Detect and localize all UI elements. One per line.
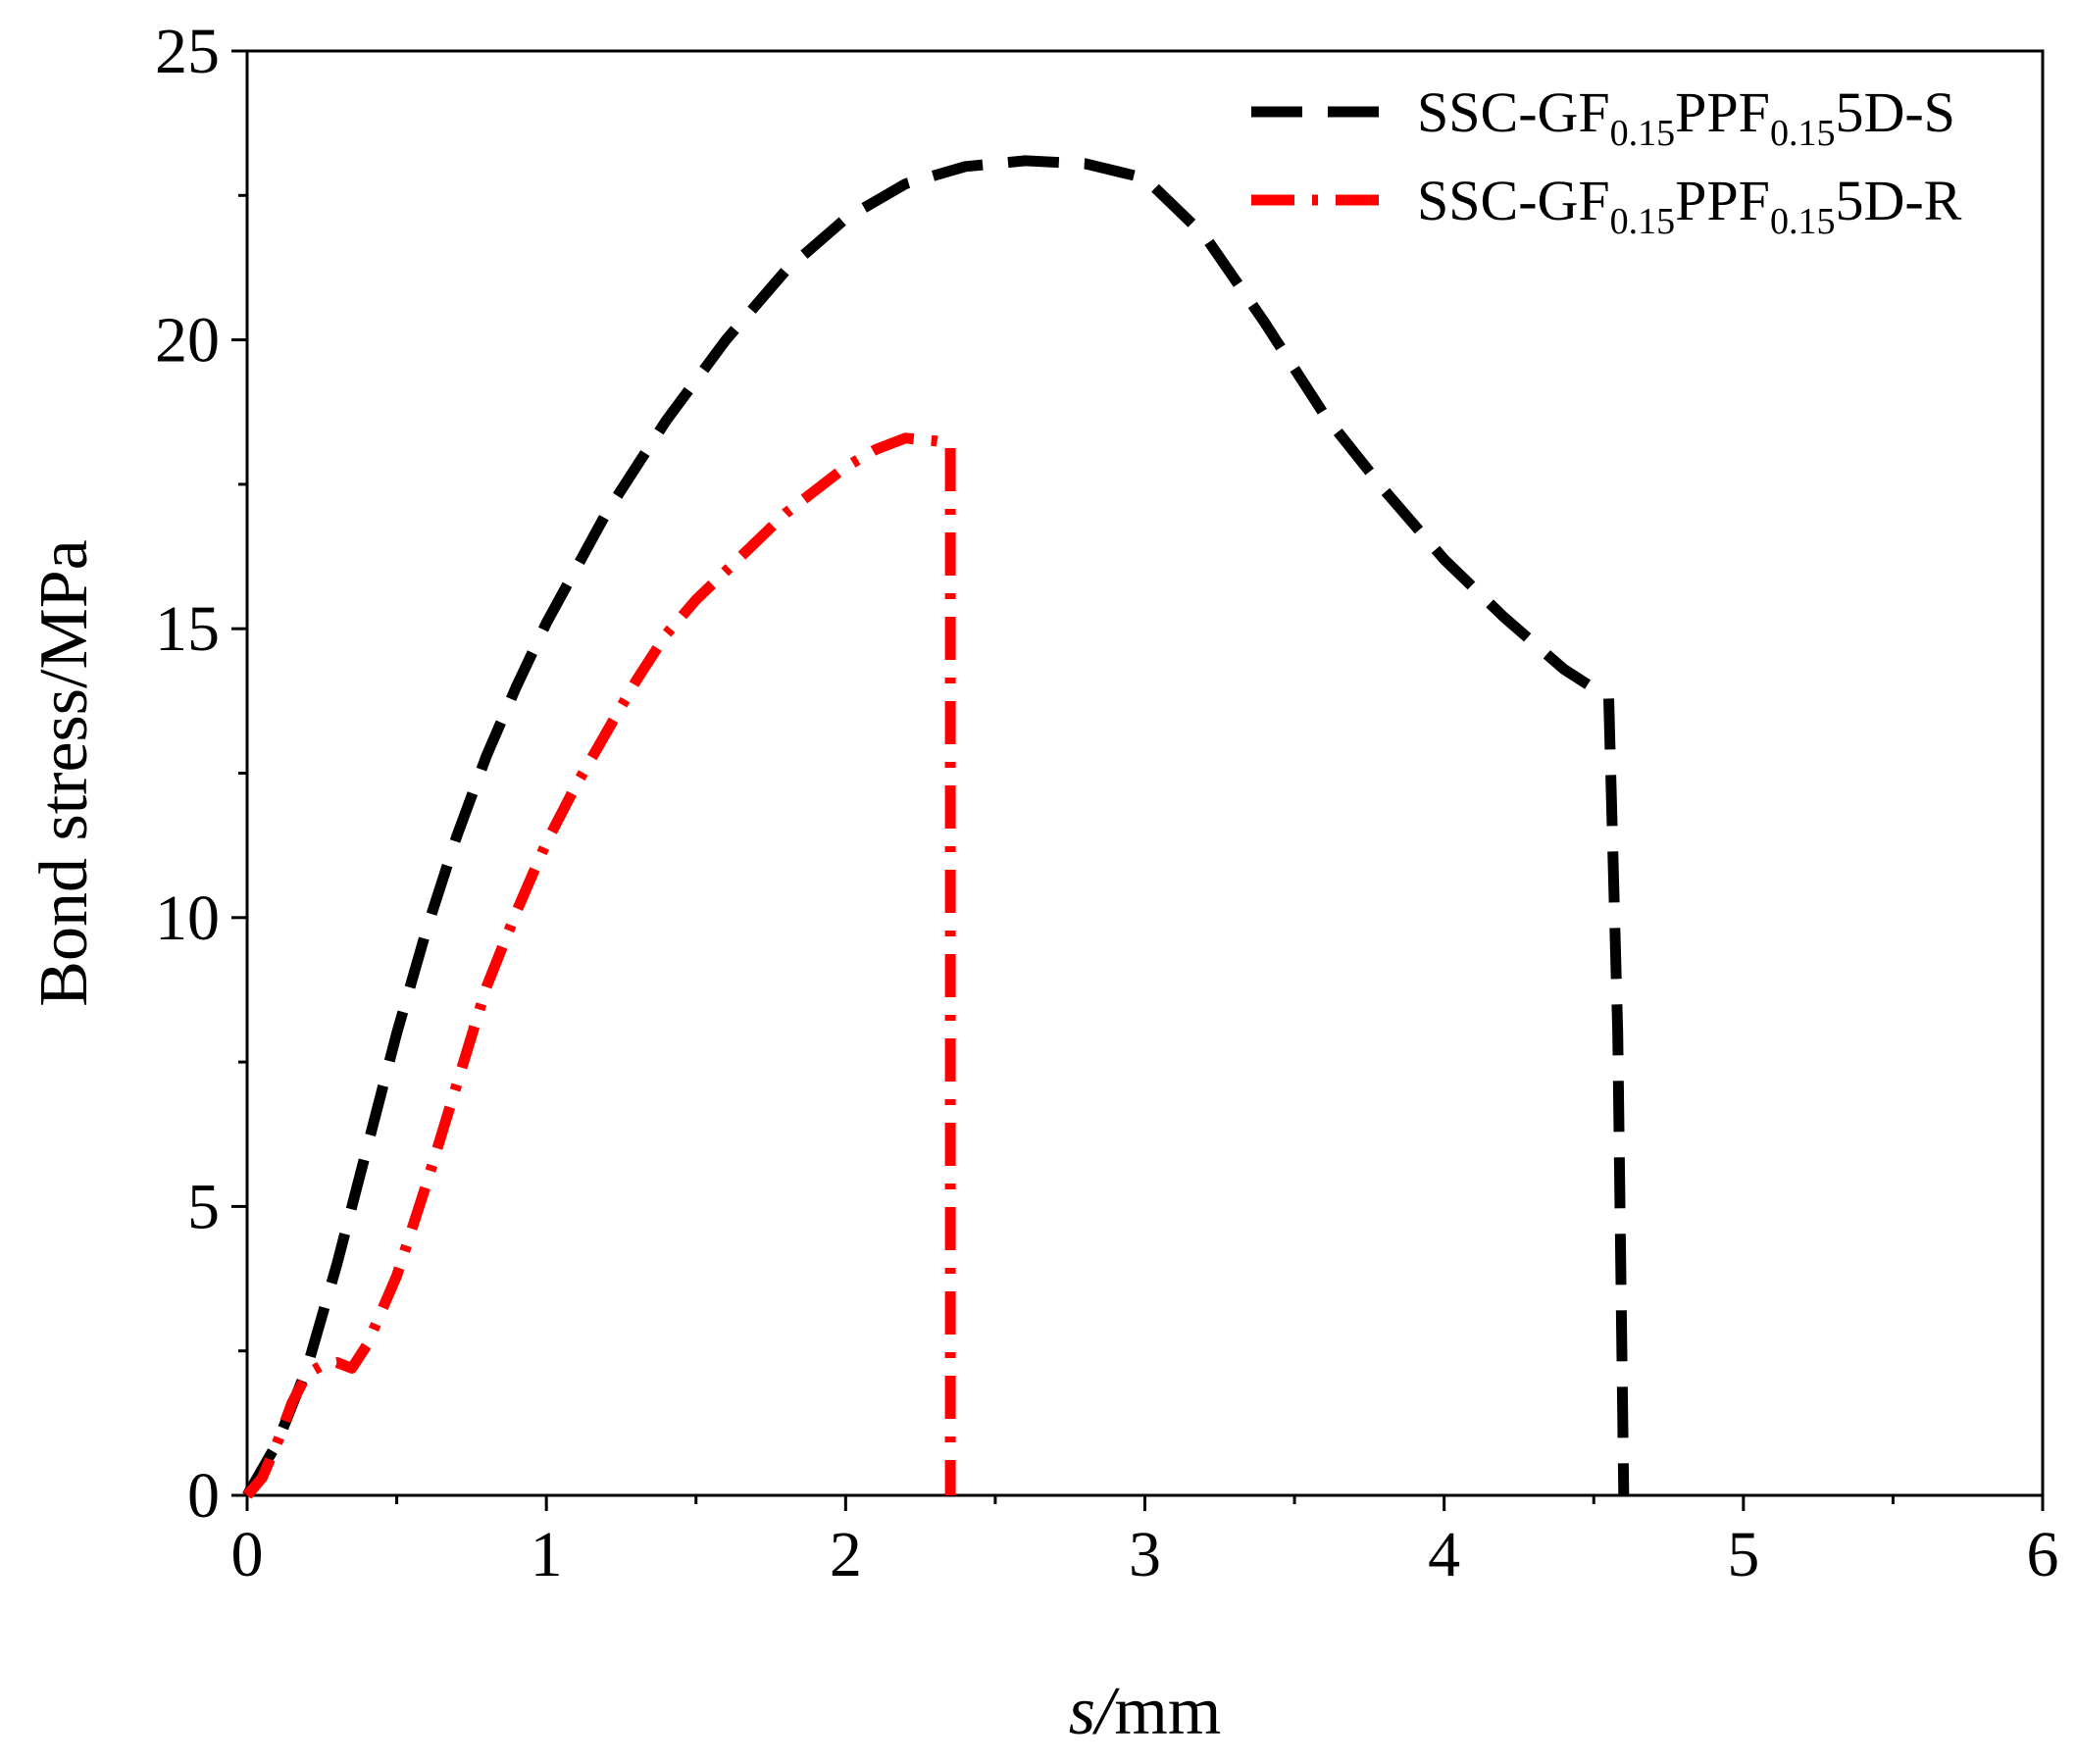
legend-subscript: 0.15 <box>1770 113 1836 154</box>
legend: SSC-GF0.15PPF0.155D-SSSC-GF0.15PPF0.155D… <box>1251 80 1962 242</box>
series-layer <box>242 155 1630 1499</box>
y-axis-title: Bond stress/MPa <box>26 539 102 1006</box>
y-tick-label-20: 20 <box>155 305 220 377</box>
legend-text-part: SSC-GF <box>1417 80 1610 144</box>
legend-text-part: 5D-R <box>1835 169 1961 232</box>
x-tick-label-6: 6 <box>2027 1519 2059 1590</box>
x-axis-title-italic: s <box>1069 1674 1095 1749</box>
y-tick-label-10: 10 <box>155 882 220 954</box>
y-tick-label-0: 0 <box>187 1460 220 1532</box>
legend-subscript: 0.15 <box>1610 201 1676 242</box>
legend-text-part: 5D-S <box>1835 80 1954 144</box>
x-tick-label-5: 5 <box>1727 1519 1759 1590</box>
x-axis-title: s/mm <box>1069 1674 1222 1749</box>
y-tick-label-5: 5 <box>187 1171 220 1242</box>
legend-subscript: 0.15 <box>1770 201 1836 242</box>
legend-text-part: PPF <box>1675 169 1770 232</box>
legend-label-1: SSC-GF0.15PPF0.155D-S <box>1417 80 1955 154</box>
y-tick-label-25: 25 <box>155 16 220 87</box>
plot-frame <box>245 49 2045 1497</box>
x-axis-ticks: 0 1 2 3 4 5 6 <box>231 1495 2059 1590</box>
x-tick-label-4: 4 <box>1428 1519 1460 1590</box>
x-tick-label-2: 2 <box>830 1519 862 1590</box>
series-line-1 <box>242 155 1630 1498</box>
y-axis-ticks: 0 5 10 15 20 25 <box>155 16 247 1532</box>
x-tick-label-1: 1 <box>531 1519 563 1590</box>
series-line-2 <box>242 432 956 1499</box>
legend-text-part: PPF <box>1675 80 1770 144</box>
y-tick-label-15: 15 <box>155 593 220 665</box>
legend-text-part: SSC-GF <box>1417 169 1610 232</box>
legend-label-2: SSC-GF0.15PPF0.155D-R <box>1417 169 1962 242</box>
legend-subscript: 0.15 <box>1610 113 1676 154</box>
x-tick-label-0: 0 <box>231 1519 264 1590</box>
x-axis-title-unit: mm <box>1114 1674 1221 1749</box>
x-tick-label-3: 3 <box>1129 1519 1161 1590</box>
plot-border <box>245 49 2045 1497</box>
